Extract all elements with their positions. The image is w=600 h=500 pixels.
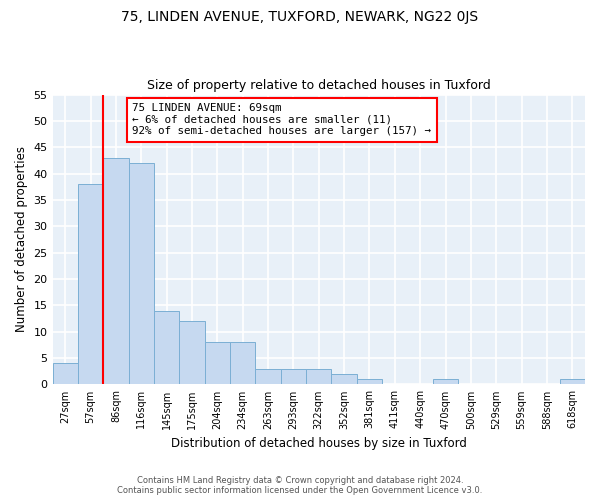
Text: 75, LINDEN AVENUE, TUXFORD, NEWARK, NG22 0JS: 75, LINDEN AVENUE, TUXFORD, NEWARK, NG22… (121, 10, 479, 24)
Bar (357, 379, 382, 384)
Bar (154, 310, 179, 384)
Bar (230, 342, 256, 384)
Bar (281, 368, 306, 384)
Text: Contains HM Land Registry data © Crown copyright and database right 2024.
Contai: Contains HM Land Registry data © Crown c… (118, 476, 482, 495)
Bar (103, 158, 128, 384)
Bar (128, 163, 154, 384)
Bar (256, 368, 281, 384)
Bar (53, 364, 78, 384)
Bar (560, 379, 585, 384)
Bar (433, 379, 458, 384)
Bar (205, 342, 230, 384)
Bar (179, 321, 205, 384)
Title: Size of property relative to detached houses in Tuxford: Size of property relative to detached ho… (147, 79, 491, 92)
X-axis label: Distribution of detached houses by size in Tuxford: Distribution of detached houses by size … (171, 437, 467, 450)
Bar (306, 368, 331, 384)
Text: 75 LINDEN AVENUE: 69sqm
← 6% of detached houses are smaller (11)
92% of semi-det: 75 LINDEN AVENUE: 69sqm ← 6% of detached… (133, 104, 431, 136)
Bar (331, 374, 357, 384)
Y-axis label: Number of detached properties: Number of detached properties (15, 146, 28, 332)
Bar (78, 184, 103, 384)
